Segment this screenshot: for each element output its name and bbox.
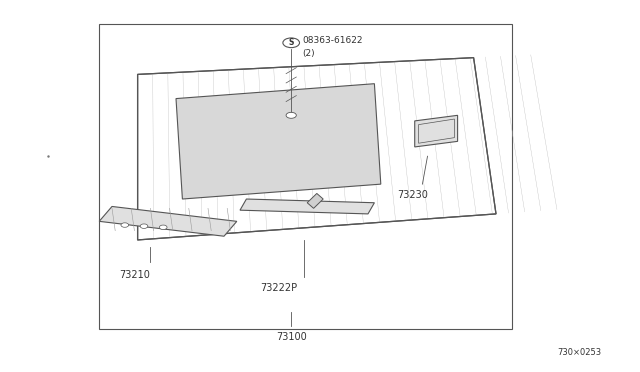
Circle shape [121,223,129,227]
Circle shape [140,224,148,228]
Text: 08363-61622: 08363-61622 [303,36,364,45]
Polygon shape [240,199,374,214]
Polygon shape [99,206,237,236]
Polygon shape [176,84,381,199]
Circle shape [286,112,296,118]
Text: S: S [289,38,294,47]
Polygon shape [138,58,496,240]
Polygon shape [415,115,458,147]
Circle shape [159,225,167,230]
Text: 73210: 73210 [119,270,150,280]
Bar [99,24,512,329]
Text: 73100: 73100 [276,332,307,341]
Text: 73230: 73230 [397,190,428,200]
Circle shape [283,38,300,48]
Text: 73222P: 73222P [260,283,297,293]
Text: 730×0253: 730×0253 [557,348,602,357]
Polygon shape [307,193,323,208]
Text: (2): (2) [303,49,316,58]
